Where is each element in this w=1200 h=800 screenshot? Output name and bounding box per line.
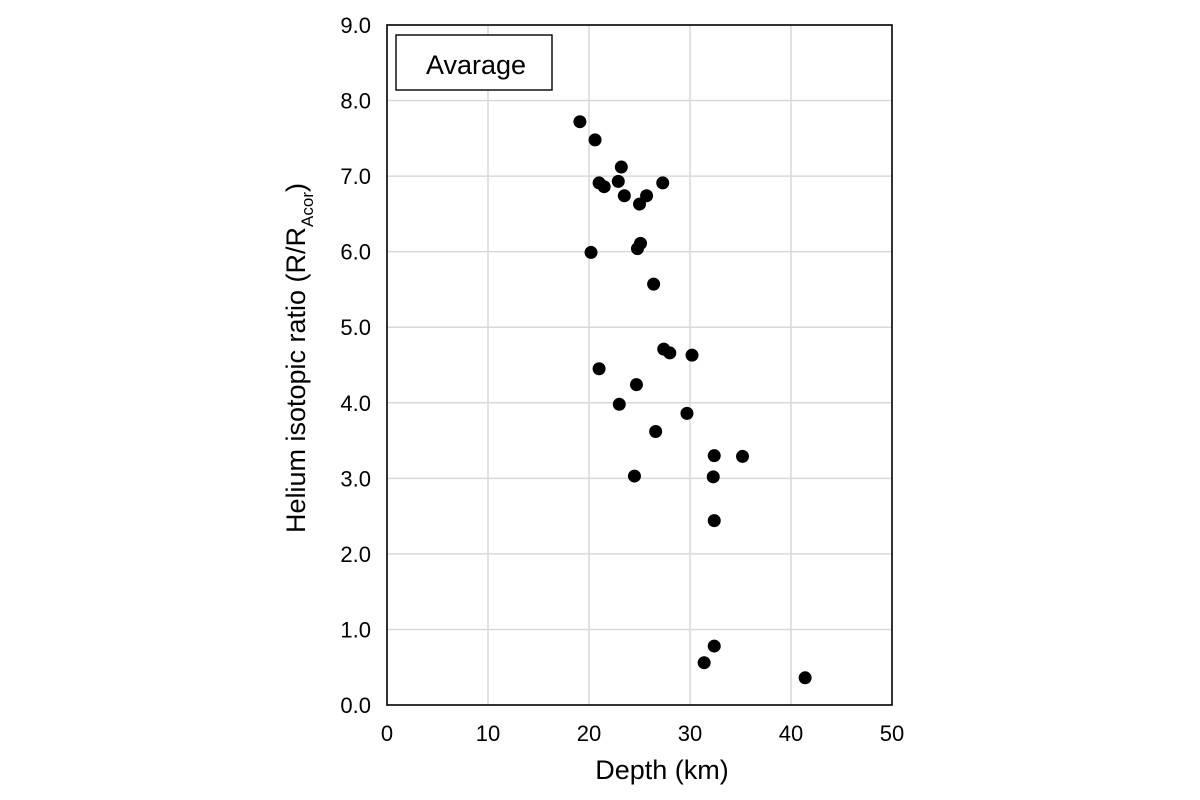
y-tick-label: 2.0	[340, 542, 371, 567]
x-tick-label: 30	[678, 721, 702, 746]
data-point	[612, 397, 626, 411]
y-tick-label: 3.0	[340, 466, 371, 491]
data-point	[649, 424, 663, 438]
y-axis-title-suffix: )	[281, 183, 311, 192]
data-point	[633, 197, 646, 211]
data-point	[707, 639, 721, 653]
data-point	[627, 469, 641, 483]
x-tick-label: 50	[880, 721, 904, 746]
y-tick-label: 9.0	[340, 13, 371, 38]
data-point	[630, 242, 644, 256]
y-tick-label: 4.0	[340, 391, 371, 416]
data-point	[588, 133, 602, 147]
legend-label: Avarage	[426, 50, 526, 80]
y-tick-label: 5.0	[340, 315, 371, 340]
data-point	[685, 348, 699, 362]
y-tick-label: 0.0	[340, 693, 371, 718]
x-tick-label: 0	[381, 721, 393, 746]
y-axis-title-main: Helium isotopic ratio (R/R	[281, 227, 311, 533]
data-point	[798, 671, 812, 685]
data-point	[573, 115, 587, 129]
data-point	[706, 470, 720, 484]
x-tick-label: 20	[577, 721, 601, 746]
legend-box	[395, 34, 553, 91]
legend: Avarage	[395, 34, 553, 91]
data-point	[617, 189, 631, 203]
y-tick-label: 1.0	[340, 617, 371, 642]
data-point	[629, 378, 643, 392]
data-point	[611, 174, 625, 188]
data-point	[597, 180, 611, 194]
y-tick-label: 6.0	[340, 240, 371, 265]
data-point	[614, 160, 628, 174]
x-axis-title: Depth (km)	[595, 755, 729, 785]
y-axis-tick-labels: 0.0 1.0 2.0 3.0 4.0 5.0 6.0 7.0 8.0 9.0	[340, 13, 371, 718]
data-points	[573, 115, 812, 685]
data-point	[680, 406, 694, 420]
y-tick-label: 8.0	[340, 89, 371, 114]
data-point	[647, 277, 661, 291]
x-tick-label: 40	[779, 721, 803, 746]
data-point	[663, 346, 677, 360]
data-point	[584, 245, 598, 259]
data-point	[736, 449, 750, 463]
data-point	[592, 362, 606, 376]
y-tick-label: 7.0	[340, 164, 371, 189]
data-point	[656, 176, 670, 190]
y-axis-title: Helium isotopic ratio (R/RAcor)	[281, 183, 317, 533]
y-axis-title-subscript: Acor	[298, 192, 317, 227]
plot-frame	[386, 24, 893, 706]
data-point	[707, 514, 721, 528]
x-axis-tick-labels: 0 10 20 30 40 50	[381, 721, 904, 746]
data-point	[697, 656, 711, 670]
data-point	[707, 449, 721, 463]
grid-lines	[387, 25, 892, 705]
x-tick-label: 10	[476, 721, 500, 746]
